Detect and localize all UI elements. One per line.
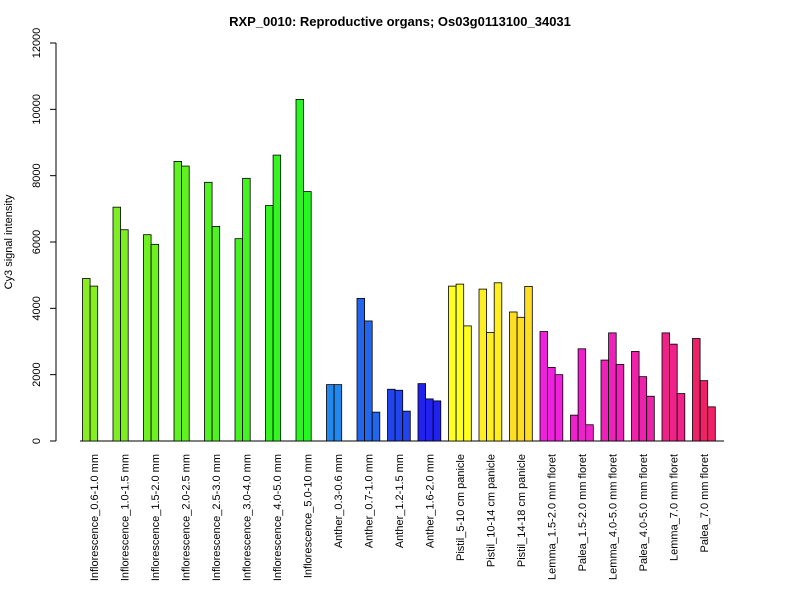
bar xyxy=(89,285,99,442)
bar xyxy=(707,406,716,442)
bar xyxy=(394,389,404,442)
bar xyxy=(486,332,495,442)
category-label: Inflorescence_0.6-1.0 mm xyxy=(89,454,101,581)
bars xyxy=(82,98,716,442)
bar xyxy=(699,380,709,442)
category-label: Inflorescence_2.0-2.5 mm xyxy=(180,454,192,581)
bar xyxy=(272,154,282,442)
category-label: Inflorescence_2.5-3.0 mm xyxy=(211,454,223,581)
y-tick-label: 4000 xyxy=(31,296,43,320)
bar xyxy=(120,229,129,442)
bar xyxy=(432,400,442,442)
bar xyxy=(417,383,426,442)
bar xyxy=(303,191,312,442)
y-axis-label: Cy3 signal intensity xyxy=(3,194,15,289)
bar xyxy=(554,374,564,442)
bar xyxy=(646,395,655,442)
bar xyxy=(265,205,274,442)
bar xyxy=(539,331,548,442)
category-label: Inflorescence_1.5-2.0 mm xyxy=(150,454,162,581)
bar xyxy=(295,98,304,442)
y-tick-label: 10000 xyxy=(31,94,43,125)
category-label: Lemma_1.5-2.0 mm floret xyxy=(546,454,558,580)
bar xyxy=(661,332,670,442)
y-tick-label: 12000 xyxy=(31,28,43,59)
category-label: Pistil_14-18 cm panicle xyxy=(516,454,528,567)
category-label: Pistil_5-10 cm panicle xyxy=(455,454,467,561)
y-tick-label: 0 xyxy=(31,438,43,444)
category-label: Pistil_10-14 cm panicle xyxy=(485,454,497,567)
bar xyxy=(150,243,160,442)
bar xyxy=(364,320,373,442)
bar xyxy=(242,177,251,442)
category-label: Lemma_4.0-5.0 mm floret xyxy=(607,454,619,580)
bar xyxy=(333,384,343,442)
bar xyxy=(356,297,365,442)
category-label: Palea_1.5-2.0 mm floret xyxy=(577,454,589,571)
bar xyxy=(577,348,587,442)
bar xyxy=(204,181,213,442)
chart-title: RXP_0010: Reproductive organs; Os03g0113… xyxy=(229,14,571,29)
bar xyxy=(371,411,381,442)
category-label: Anther_1.6-2.0 mm xyxy=(424,454,436,548)
bar xyxy=(493,282,503,442)
bar xyxy=(181,165,190,442)
category-label: Inflorescence_5.0-10 mm xyxy=(302,454,314,578)
y-tick-label: 2000 xyxy=(31,362,43,386)
category-labels: Inflorescence_0.6-1.0 mm Inflorescence_1.… xyxy=(89,454,711,581)
bar xyxy=(608,332,617,442)
category-label: Lemma_7.0 mm floret xyxy=(668,454,680,561)
bar xyxy=(112,206,121,442)
category-label: Inflorescence_1.0-1.5 mm xyxy=(119,454,131,581)
bar xyxy=(570,414,579,442)
category-label: Palea_4.0-5.0 mm floret xyxy=(638,454,650,571)
category-label: Palea_7.0 mm floret xyxy=(699,454,711,552)
bar xyxy=(326,384,335,442)
bar xyxy=(463,325,472,442)
category-label: Inflorescence_3.0-4.0 mm xyxy=(241,454,253,581)
bar xyxy=(600,359,609,442)
bar xyxy=(478,288,487,442)
bar xyxy=(82,278,91,442)
bar xyxy=(547,366,556,442)
bar xyxy=(692,338,701,442)
bar xyxy=(615,363,625,442)
bar xyxy=(143,234,152,442)
bar xyxy=(669,343,678,442)
bar xyxy=(631,351,640,442)
bar xyxy=(509,311,518,442)
bar xyxy=(211,226,221,442)
bar xyxy=(516,316,526,442)
y-tick-label: 6000 xyxy=(31,230,43,254)
bar xyxy=(638,376,648,442)
category-label: Anther_1.2-1.5 mm xyxy=(394,454,406,548)
bar xyxy=(676,393,686,442)
y-tick-label: 8000 xyxy=(31,163,43,187)
bar xyxy=(425,398,434,442)
bar xyxy=(455,283,465,442)
bar xyxy=(387,388,396,442)
bar xyxy=(173,160,182,442)
bar xyxy=(234,238,243,442)
category-label: Anther_0.3-0.6 mm xyxy=(333,454,345,548)
bar xyxy=(524,286,533,442)
category-label: Anther_0.7-1.0 mm xyxy=(363,454,375,548)
bar xyxy=(585,424,594,442)
category-label: Inflorescence_4.0-5.0 mm xyxy=(272,454,284,581)
y-axis: 0 2000 4000 6000 8000 10000 12000 xyxy=(31,28,57,444)
bar xyxy=(402,410,411,442)
bar xyxy=(448,285,457,442)
